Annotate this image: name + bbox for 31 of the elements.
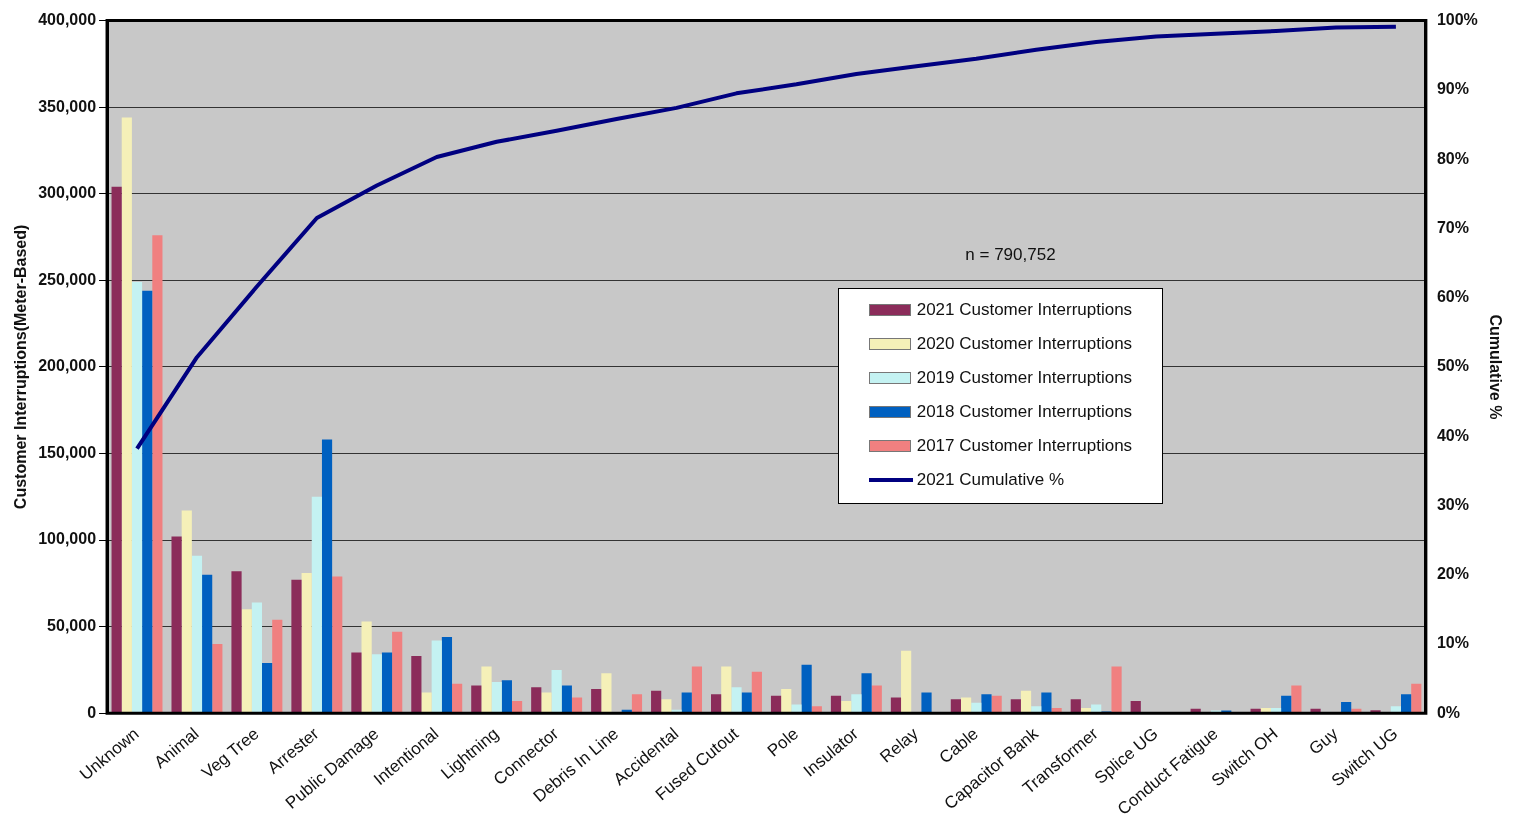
legend-label: 2019 Customer Interruptions — [916, 367, 1133, 388]
legend-label: 2017 Customer Interruptions — [916, 435, 1133, 456]
legend-label: 2018 Customer Interruptions — [916, 401, 1133, 422]
y2-axis-title: Cumulative % — [1486, 314, 1504, 420]
y2-tick-label: 10% — [1436, 634, 1469, 652]
legend-label: 2020 Customer Interruptions — [916, 333, 1133, 354]
y-axis-title: Customer Interruptions(Meter-Based) — [12, 224, 30, 510]
y2-tick-label: 100% — [1436, 11, 1478, 29]
legend-label: 2021 Customer Interruptions — [916, 299, 1133, 320]
y2-tick-label: 40% — [1436, 426, 1469, 444]
y-tick-label: 400,000 — [38, 11, 97, 29]
y2-tick-label: 60% — [1436, 288, 1469, 306]
annotation: n = 790,752 — [965, 244, 1056, 264]
y-tick-label: 200,000 — [38, 357, 97, 375]
y-tick-label: 50,000 — [47, 617, 97, 635]
y2-tick-label: 90% — [1436, 80, 1469, 98]
x-tick-label: Veg Tree — [198, 724, 263, 783]
y-tick-label: 250,000 — [38, 270, 97, 288]
y-tick-label: 300,000 — [38, 184, 97, 202]
y-tick-label: 350,000 — [38, 97, 97, 115]
y-tick-label: 100,000 — [38, 530, 97, 548]
y2-tick-label: 70% — [1436, 218, 1469, 236]
y2-tick-label: 80% — [1436, 149, 1469, 167]
y-tick-label: 150,000 — [38, 443, 97, 461]
y2-tick-label: 0% — [1436, 703, 1460, 721]
y2-tick-label: 30% — [1436, 495, 1469, 513]
y2-tick-label: 50% — [1436, 357, 1469, 375]
x-tick-label: Pole — [763, 724, 803, 761]
legend-label: 2021 Cumulative % — [916, 469, 1065, 490]
y-tick-label: 0 — [87, 703, 97, 721]
y2-tick-label: 20% — [1436, 565, 1469, 583]
